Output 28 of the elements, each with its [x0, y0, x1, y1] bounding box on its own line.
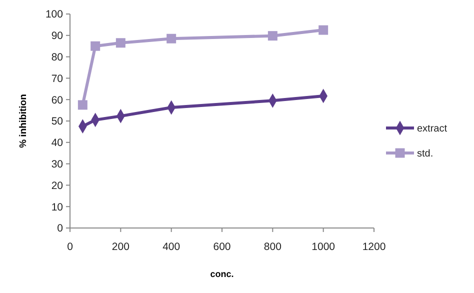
point	[78, 100, 88, 110]
x-tick-label: 600	[213, 241, 231, 253]
point	[318, 25, 328, 35]
y-tick-label: 10	[51, 201, 64, 214]
point	[166, 34, 176, 44]
y-tick-label: 100	[45, 8, 64, 21]
y-tick-label: 20	[51, 180, 64, 192]
point	[116, 38, 126, 48]
y-tick-label: 0	[57, 222, 64, 235]
y-tick-label: 40	[51, 137, 64, 150]
y-tick-label: 90	[51, 30, 64, 42]
y-tick-label: 70	[51, 72, 64, 85]
x-axis-title: conc.	[210, 269, 234, 279]
legend-label: extract	[417, 124, 448, 134]
x-tick-label: 400	[162, 241, 180, 253]
y-tick-label: 30	[51, 158, 64, 170]
x-tick-label: 800	[264, 241, 282, 253]
x-tick-label: 200	[112, 241, 130, 253]
y-tick-label: 60	[51, 94, 64, 106]
y-tick-label: 50	[51, 116, 64, 128]
legend-label: std.	[417, 148, 434, 160]
x-tick-label: 1000	[312, 241, 336, 253]
y-tick-label: 80	[51, 51, 64, 64]
point	[90, 41, 100, 51]
x-tick-label: 0	[67, 241, 74, 253]
y-axis-title: % inhibition	[18, 94, 29, 148]
point	[268, 31, 278, 41]
x-tick-label: 1200	[362, 241, 386, 253]
